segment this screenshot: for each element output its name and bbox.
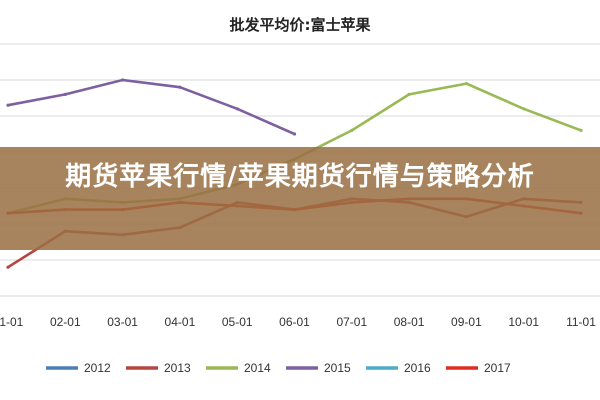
legend-label-2014: 2014 [244, 361, 271, 375]
legend-label-2017: 2017 [484, 361, 511, 375]
legend-label-2013: 2013 [164, 361, 191, 375]
x-tick-label: 02-01 [50, 315, 81, 329]
data-point-2015-1 [63, 92, 67, 96]
legend-label-2012: 2012 [84, 361, 111, 375]
x-tick-label: 11-01 [566, 315, 596, 329]
x-tick-label: 04-01 [165, 315, 196, 329]
data-point-2015-5 [292, 132, 297, 136]
title-banner [0, 147, 600, 250]
data-point-2015-0 [6, 103, 10, 107]
series-line-2015 [7, 78, 296, 136]
data-point-2015-2 [121, 78, 125, 82]
data-point-2014-7 [407, 92, 411, 96]
data-point-2014-9 [522, 107, 526, 111]
legend-label-2016: 2016 [404, 361, 431, 375]
x-tick-label: 07-01 [336, 315, 367, 329]
x-tick-label: 01-01 [0, 315, 24, 329]
x-tick-label: 06-01 [279, 315, 310, 329]
x-tick-label: 08-01 [394, 315, 425, 329]
data-point-2015-4 [235, 107, 239, 111]
chart-title: 批发平均价:富士苹果 [230, 16, 372, 34]
data-point-2014-8 [464, 82, 468, 86]
data-point-2014-10 [579, 128, 583, 132]
x-tick-label: 03-01 [107, 315, 138, 329]
x-tick-label: 09-01 [451, 315, 482, 329]
x-tick-label: 10-01 [508, 315, 539, 329]
banner-title: 期货苹果行情/苹果期货行情与策略分析 [65, 162, 535, 192]
data-point-2014-6 [350, 128, 354, 132]
data-point-2013-0 [6, 265, 10, 269]
x-tick-label: 05-01 [222, 315, 253, 329]
data-point-2015-3 [178, 85, 182, 89]
legend-label-2015: 2015 [324, 361, 351, 375]
